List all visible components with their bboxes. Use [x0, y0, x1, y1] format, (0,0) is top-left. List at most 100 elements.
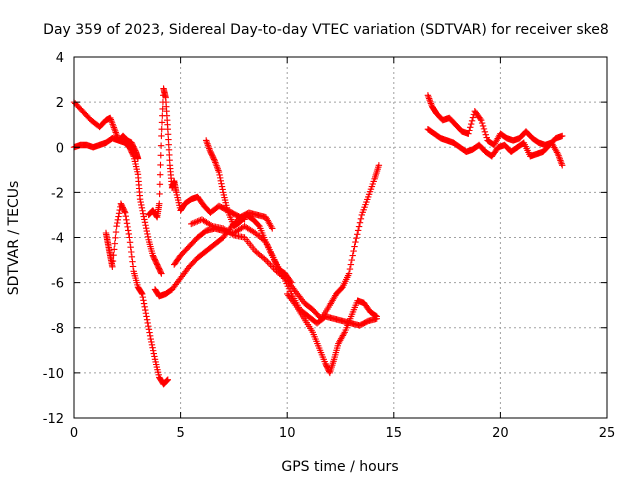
data-point	[150, 350, 157, 357]
data-point	[372, 312, 380, 320]
data-point	[164, 376, 172, 383]
data-point	[466, 127, 473, 134]
data-point	[148, 338, 155, 346]
data-point	[141, 216, 148, 223]
data-point	[345, 270, 353, 277]
data-point	[159, 105, 166, 113]
data-point	[216, 171, 223, 179]
data-point	[144, 233, 152, 241]
data-point	[146, 332, 154, 340]
data-point	[147, 335, 154, 343]
data-point	[143, 227, 150, 235]
series-arc-j	[424, 92, 566, 169]
data-point	[157, 161, 164, 169]
data-point	[139, 293, 147, 301]
data-point	[350, 247, 357, 255]
data-point	[354, 227, 362, 234]
data-point	[349, 252, 356, 259]
y-tick-label: -12	[43, 412, 64, 427]
data-point	[218, 180, 225, 187]
series-arc-b	[70, 135, 165, 277]
data-point	[142, 310, 150, 317]
data-point	[357, 215, 365, 223]
data-point	[559, 132, 566, 140]
data-point	[143, 313, 150, 320]
series-arc-d	[145, 85, 248, 223]
series-arc-h	[188, 162, 383, 322]
data-point	[158, 119, 166, 126]
series-arc-i	[284, 290, 380, 377]
y-tick-label: -8	[51, 322, 64, 337]
data-point	[229, 231, 236, 238]
data-point	[373, 313, 380, 320]
y-tick-label: -4	[51, 232, 64, 247]
data-point	[128, 253, 136, 261]
data-point	[123, 216, 130, 223]
data-point	[124, 223, 131, 231]
data-point	[142, 224, 150, 232]
data-point	[140, 213, 147, 220]
data-point	[111, 246, 118, 253]
data-point	[261, 237, 268, 244]
data-point	[265, 260, 273, 267]
data-point	[559, 162, 566, 169]
data-point	[468, 117, 476, 125]
data-point	[219, 186, 226, 193]
data-point	[469, 114, 477, 121]
data-point	[139, 290, 146, 298]
x-tick-label: 25	[599, 426, 616, 441]
data-point	[112, 228, 120, 236]
data-point	[129, 151, 137, 159]
data-point	[157, 152, 165, 159]
series-arc-c	[102, 200, 172, 388]
y-tick-label: -10	[43, 367, 64, 382]
data-point	[142, 222, 149, 229]
y-tick-label: 4	[56, 51, 64, 66]
data-point	[144, 319, 151, 327]
data-point	[138, 204, 146, 212]
data-point	[353, 234, 360, 242]
data-point	[354, 231, 361, 238]
data-point	[216, 174, 224, 182]
data-point	[347, 261, 355, 268]
data-point	[355, 223, 363, 230]
x-tick-label: 10	[279, 426, 296, 441]
data-point	[163, 377, 170, 385]
data-point	[122, 213, 129, 220]
data-point	[115, 210, 123, 217]
data-point	[282, 275, 289, 283]
x-tick-label: 20	[492, 426, 509, 441]
y-tick-label: 2	[56, 96, 64, 111]
data-point	[156, 181, 164, 188]
data-point	[467, 124, 474, 131]
series-arc-a	[70, 98, 142, 162]
data-point	[128, 248, 135, 256]
data-point	[189, 220, 196, 227]
data-point	[114, 219, 121, 227]
data-point	[111, 240, 119, 247]
data-point	[477, 115, 484, 123]
data-point	[141, 303, 148, 310]
data-point	[156, 171, 164, 178]
data-point	[157, 269, 165, 276]
data-point	[218, 183, 226, 190]
data-point	[156, 200, 163, 207]
data-point	[121, 208, 128, 215]
chart-title: Day 359 of 2023, Sidereal Day-to-day VTE…	[43, 22, 609, 38]
data-point	[465, 130, 472, 137]
data-point	[157, 142, 165, 149]
series-arc-e	[151, 209, 276, 300]
data-point	[127, 243, 134, 251]
data-point	[156, 190, 163, 198]
data-point	[478, 116, 485, 124]
data-point	[217, 177, 225, 184]
x-axis-label: GPS time / hours	[281, 459, 398, 475]
x-tick-label: 15	[386, 426, 403, 441]
data-point	[125, 230, 133, 238]
data-point	[129, 258, 136, 265]
data-point	[148, 341, 156, 349]
axis-ticks: 0 5 10 15 20 25 -12 -10 -8 -6 -4 -2 0 2 4	[43, 51, 616, 441]
data-point	[114, 216, 122, 223]
data-point	[137, 198, 144, 206]
